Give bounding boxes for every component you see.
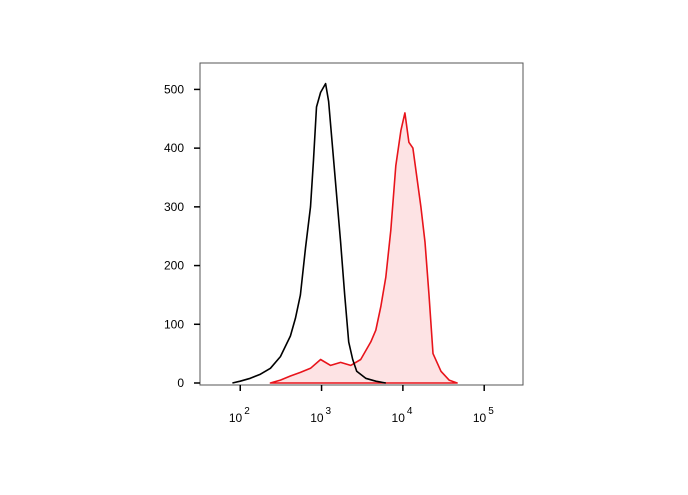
x-tick-label: 10 [229,411,243,425]
y-tick-label: 400 [164,141,184,155]
x-tick-exponent: 5 [488,406,494,417]
y-tick-label: 300 [164,200,184,214]
x-tick-exponent: 3 [326,406,332,417]
x-tick-label: 10 [310,411,324,425]
x-tick-exponent: 2 [244,406,250,417]
x-tick-exponent: 4 [407,406,413,417]
y-tick-label: 100 [164,317,184,331]
y-tick-label: 0 [177,376,184,390]
x-tick-label: 10 [392,411,406,425]
y-tick-label: 500 [164,82,184,96]
series-line [232,82,386,384]
x-tick-label: 10 [473,411,487,425]
series-line [269,112,458,384]
plot-frame [199,62,524,386]
y-tick-label: 200 [164,259,184,273]
